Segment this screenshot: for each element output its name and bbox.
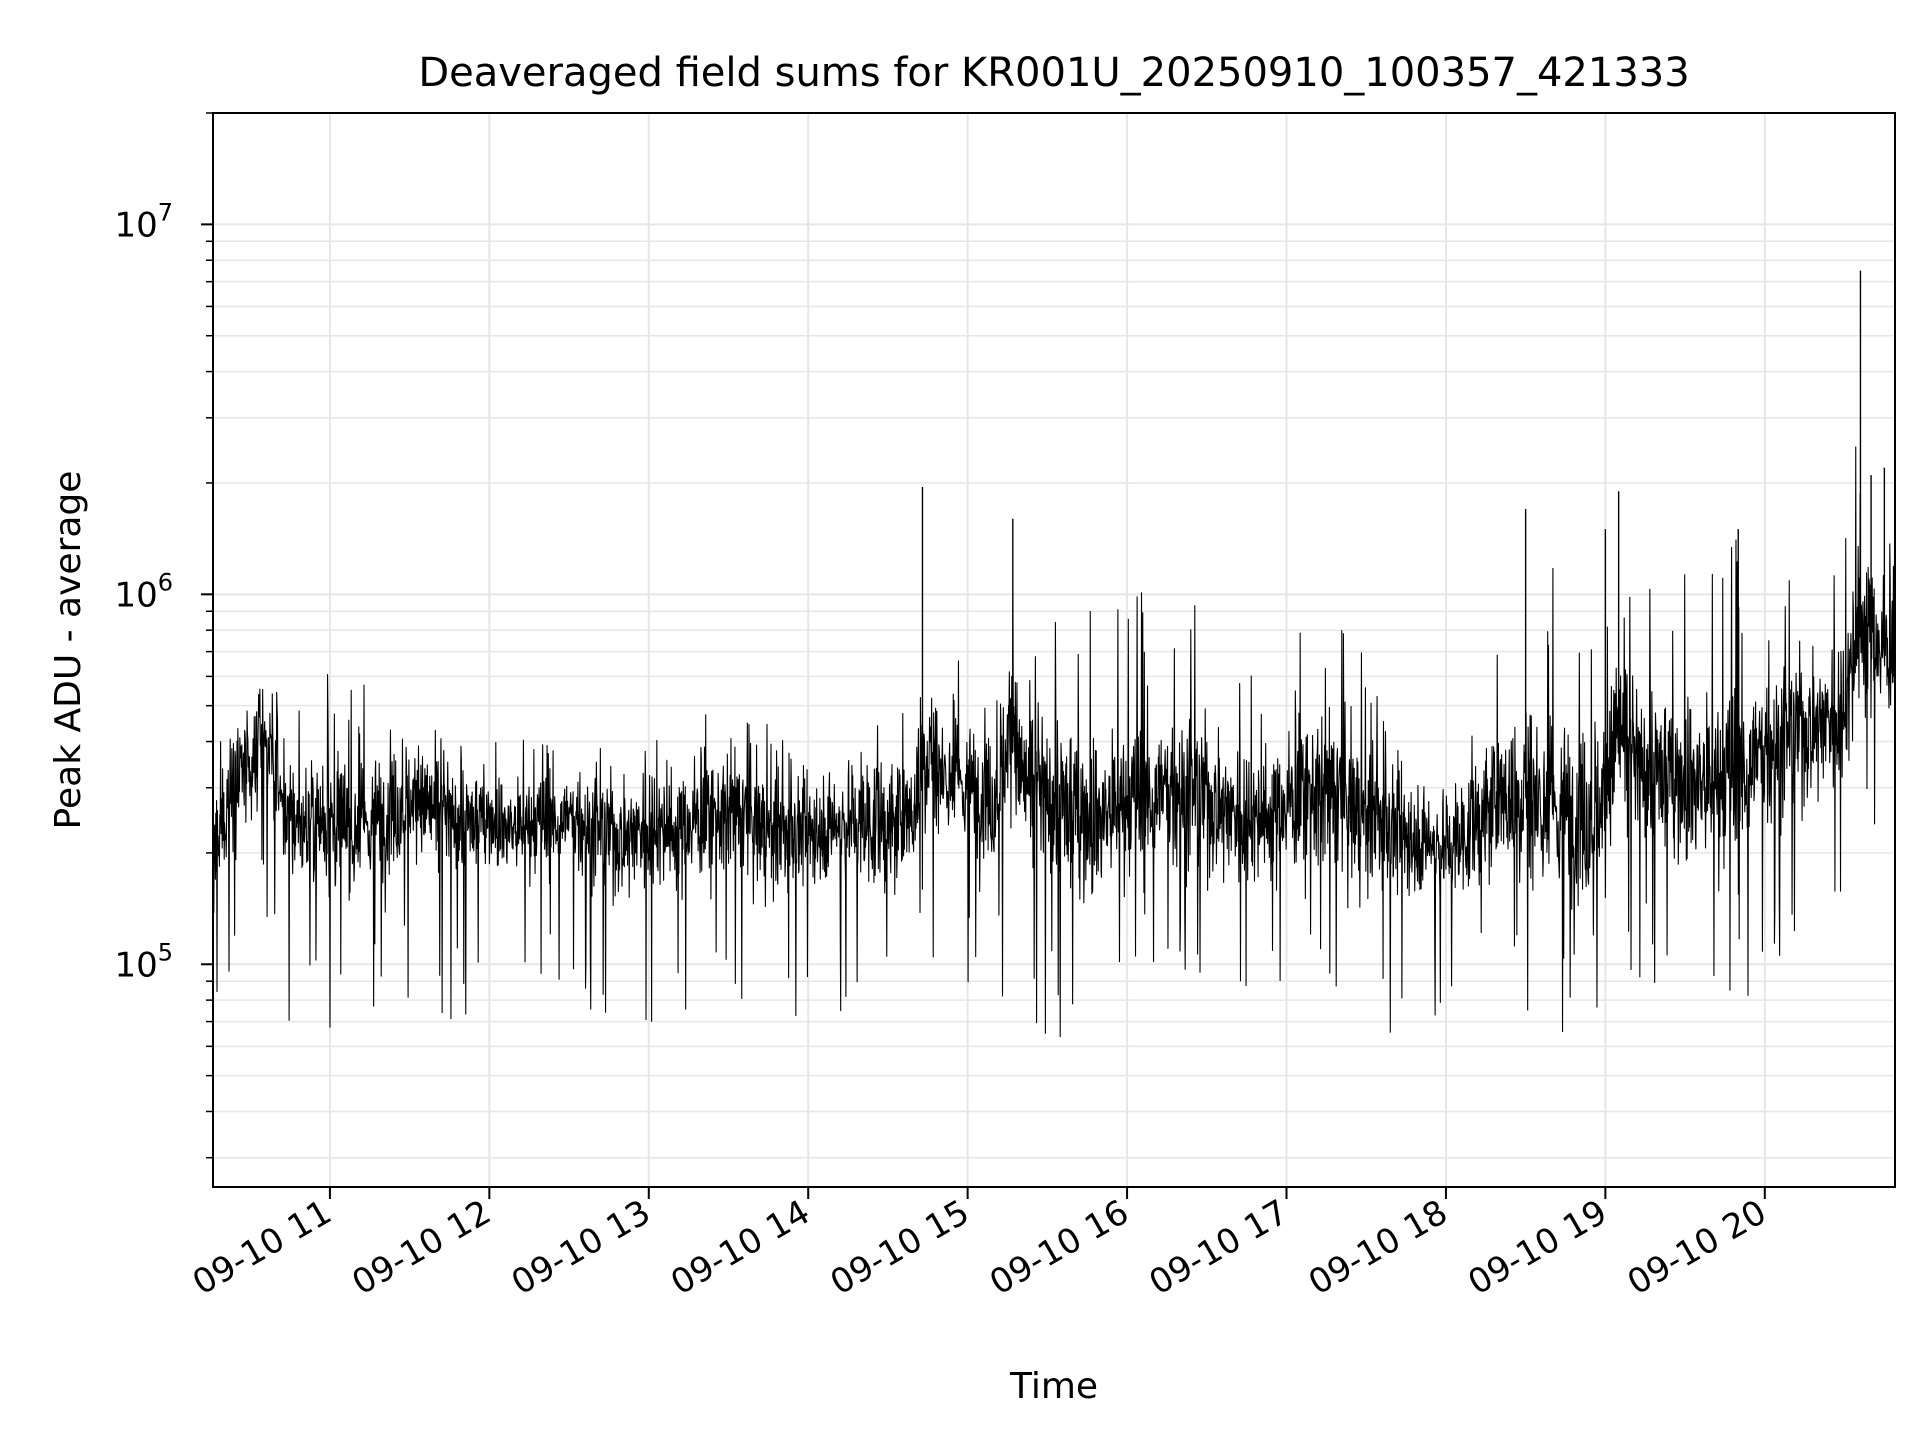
chart-title: Deaveraged field sums for KR001U_2025091… — [418, 50, 1689, 96]
series-trace — [212, 446, 1896, 1038]
y-tick-exponent: 7 — [158, 198, 173, 226]
y-tick-exponent: 6 — [158, 568, 173, 596]
plot-area-frame — [212, 112, 1896, 1188]
y-axis-label: Peak ADU - average — [48, 471, 89, 830]
x-axis-label: Time — [1009, 1366, 1098, 1407]
y-tick-exponent: 5 — [158, 938, 173, 966]
